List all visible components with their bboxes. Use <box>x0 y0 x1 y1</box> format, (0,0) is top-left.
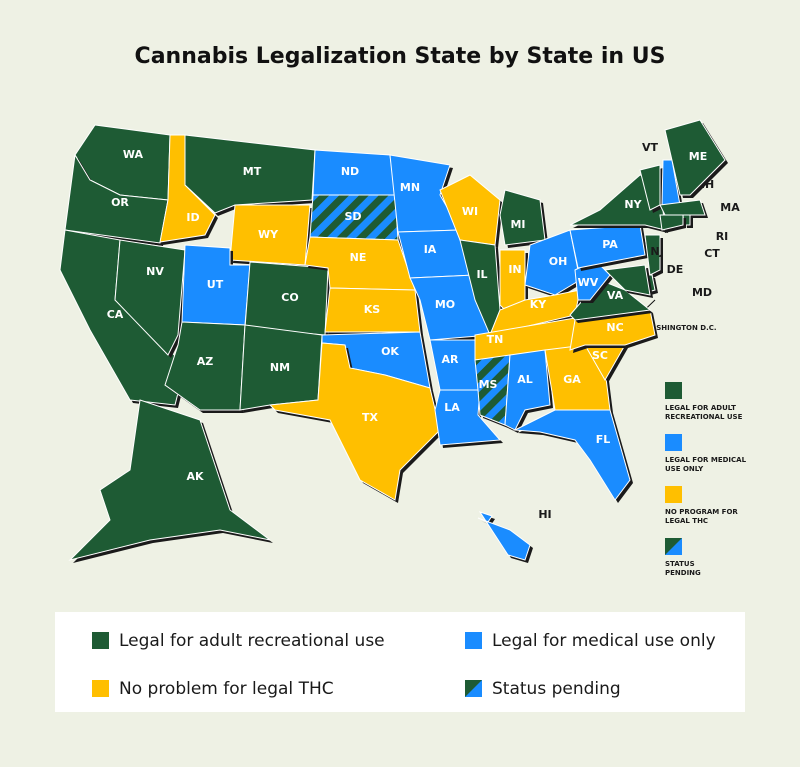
state-label: MD <box>692 286 712 299</box>
state-label: ND <box>341 165 359 178</box>
map-legend-swatch <box>665 434 682 451</box>
state-label: HI <box>538 508 551 521</box>
state-label: SD <box>344 210 361 223</box>
map-legend-label: STATUS PENDING <box>665 560 701 577</box>
legend-swatch-part <box>465 680 482 697</box>
state-label: FL <box>596 433 611 446</box>
state-label: NJ <box>650 245 663 258</box>
state-label: VT <box>642 141 659 154</box>
state <box>268 342 441 501</box>
state-label: OK <box>381 345 399 358</box>
state <box>659 199 706 216</box>
state-label: ID <box>186 211 199 224</box>
state-label: AR <box>442 353 460 366</box>
state-label: WV <box>578 276 599 289</box>
map-legend-label: LEGAL FOR MEDICAL USE ONLY <box>665 456 747 473</box>
state <box>524 229 581 296</box>
state-label: TN <box>487 333 504 346</box>
state-label: AZ <box>197 355 214 368</box>
legend-swatch <box>92 680 109 697</box>
state-label: AK <box>186 470 204 483</box>
state <box>477 511 531 561</box>
state-label: OR <box>111 196 129 209</box>
state-label: TX <box>362 411 379 424</box>
state-label: UT <box>207 278 224 291</box>
state <box>603 264 651 296</box>
state-label: CA <box>107 308 124 321</box>
state-label: MI <box>510 218 525 231</box>
state-label: KY <box>530 298 548 311</box>
state-label: WA <box>123 148 144 161</box>
state-label: WY <box>258 228 279 241</box>
legend-swatch <box>92 632 109 649</box>
state <box>499 189 546 246</box>
legend-box <box>55 612 745 712</box>
state-label: MT <box>243 165 262 178</box>
dc-label: WASHINGTON D.C. <box>643 324 716 332</box>
legend-label: Status pending <box>492 679 621 699</box>
map-legend-swatch <box>665 382 682 399</box>
state-label: MA <box>720 201 740 214</box>
state <box>474 354 511 426</box>
state-label: NC <box>606 321 623 334</box>
state-label: CO <box>281 291 298 304</box>
state-label: NM <box>270 361 290 374</box>
state-label: VA <box>607 289 624 302</box>
state <box>659 214 684 231</box>
legend-label: Legal for adult recreational use <box>119 631 385 651</box>
legend-label: Legal for medical use only <box>492 631 716 651</box>
state-label: MN <box>400 181 420 194</box>
state <box>439 174 501 246</box>
state-label: DE <box>667 263 684 276</box>
state-label: MO <box>435 298 455 311</box>
state-label: GA <box>563 373 581 386</box>
state-label: IA <box>424 243 437 256</box>
legend-label: No problem for legal THC <box>119 679 334 699</box>
state-label: AL <box>517 373 533 386</box>
state <box>68 399 271 561</box>
state <box>513 409 631 501</box>
map-legend-swatch <box>665 486 682 503</box>
title: Cannabis Legalization State by State in … <box>135 44 666 69</box>
map-legend-label: LEGAL FOR ADULT RECREATIONAL USE <box>665 404 743 421</box>
map-legend-label: NO PROGRAM FOR LEGAL THC <box>665 508 738 525</box>
state-label: IN <box>508 263 521 276</box>
state <box>664 119 726 196</box>
state-label: NE <box>350 251 367 264</box>
state-label: NV <box>146 265 164 278</box>
state-label: RI <box>716 230 729 243</box>
legend-swatch <box>465 632 482 649</box>
state-label: PA <box>602 238 618 251</box>
state-label: ME <box>689 150 707 163</box>
map-legend-swatch-part <box>665 538 682 555</box>
state-label: WI <box>462 205 478 218</box>
state-label: OH <box>549 255 568 268</box>
state <box>644 234 661 276</box>
state-label: IL <box>476 268 487 281</box>
state <box>409 274 491 341</box>
state-label: CT <box>704 247 720 260</box>
state-label: LA <box>444 401 460 414</box>
state-label: NY <box>624 198 642 211</box>
state <box>114 239 186 356</box>
state-label: KS <box>364 303 381 316</box>
state-label: MS <box>479 378 498 391</box>
state-label: SC <box>592 349 608 362</box>
